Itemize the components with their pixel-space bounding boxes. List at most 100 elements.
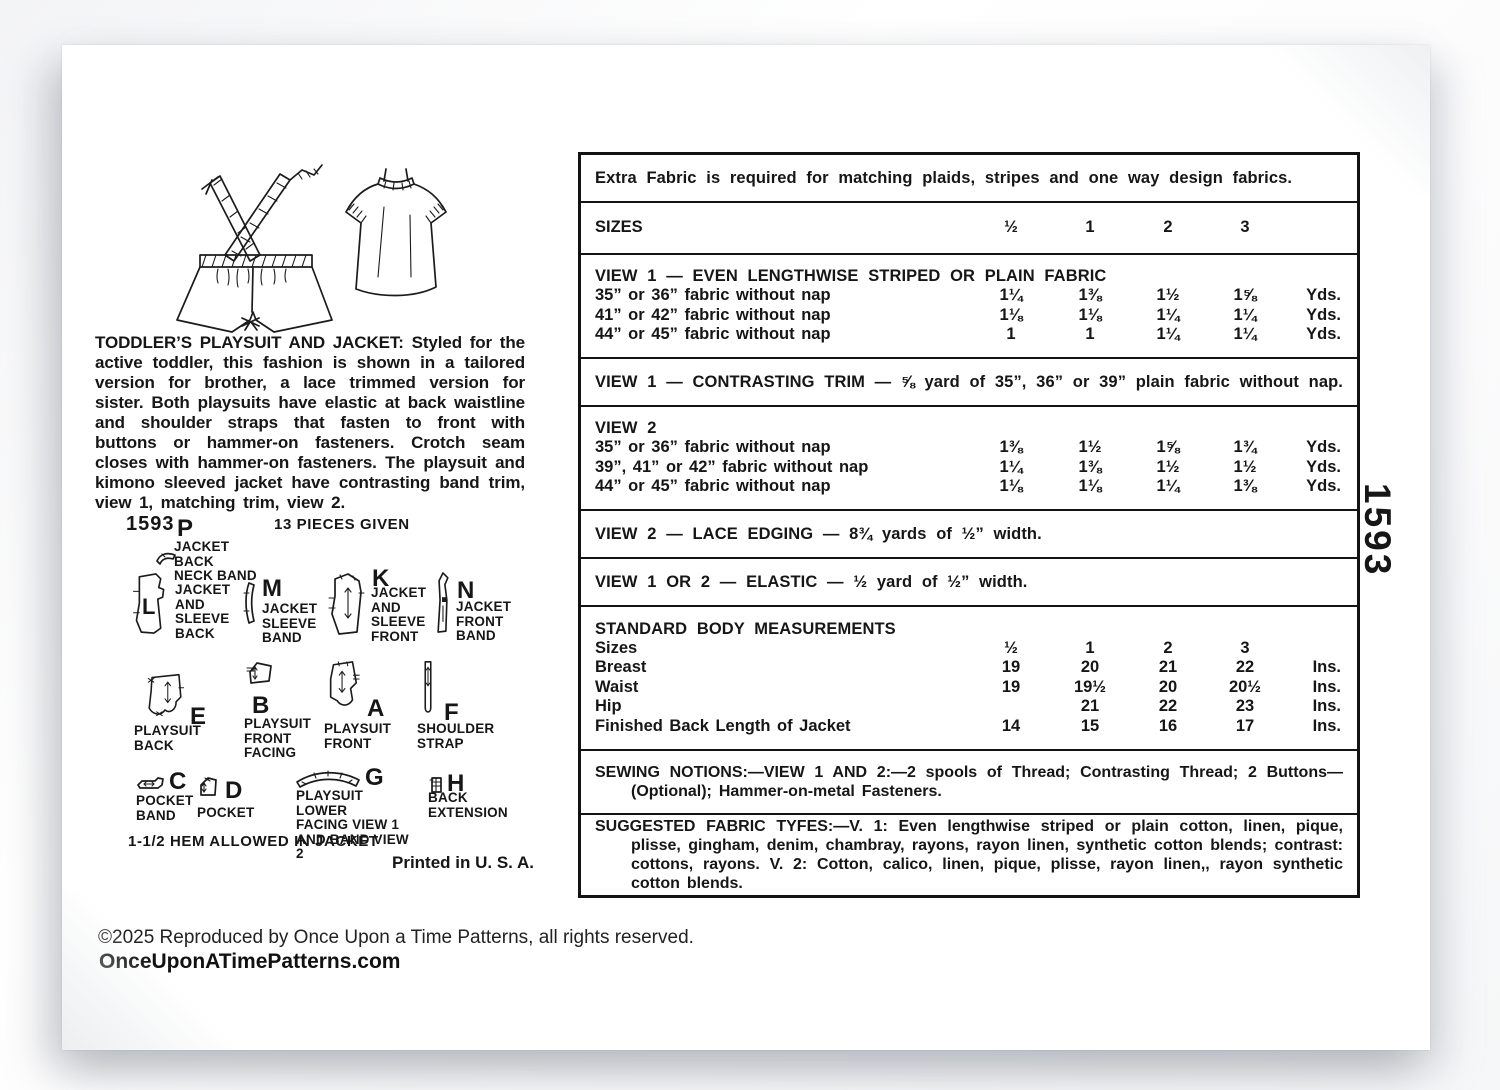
piece-letter: F [444, 699, 459, 726]
description-title: TODDLER’S PLAYSUIT AND JACKET: [95, 333, 404, 352]
row-label: 44” or 45” fabric without nap [595, 477, 831, 496]
body-measurements-section: STANDARD BODY MEASUREMENTS Sizes ½ 1 2 3… [581, 607, 1357, 751]
piece-label: SHOULDER STRAP [417, 721, 495, 751]
pattern-piece-N: N JACKET FRONT BAND [432, 569, 527, 643]
lace-edging-note: VIEW 2 — LACE EDGING — 8¾ yards of ½” wi… [595, 524, 1042, 543]
piece-N-shape-icon [437, 572, 449, 633]
row-value: 19½ [1073, 677, 1107, 696]
sizes-header-row: SIZES ½ 1 2 3 [595, 218, 1343, 238]
size-col: ½ [1004, 218, 1018, 237]
row-value: 19 [1001, 658, 1021, 677]
piece-G-shape-icon [296, 770, 360, 788]
pattern-number: 1593 [126, 513, 175, 535]
lace-edging-section: VIEW 2 — LACE EDGING — 8¾ yards of ½” wi… [581, 511, 1357, 559]
side-pattern-number: 1593 [1357, 483, 1398, 578]
row-value: 1 [1085, 638, 1095, 657]
row-label: Hip [595, 697, 622, 716]
row-value: 21 [1158, 658, 1178, 677]
row-unit: Ins. [1312, 677, 1341, 696]
table-row: Hip 21 22 23 Ins. [595, 697, 1343, 717]
size-col: 2 [1163, 218, 1173, 237]
row-value: 1⅝ [1233, 286, 1257, 305]
table-row: Breast 19 20 21 22 Ins. [595, 658, 1343, 678]
piece-label: JACKET BACK NECK BAND [174, 539, 257, 584]
row-value: 1¼ [999, 286, 1023, 305]
pattern-piece-F: F SHOULDER STRAP [417, 660, 494, 755]
row-value: 23 [1235, 697, 1255, 716]
pattern-piece-L: L JACKET AND SLEEVE BACK [132, 570, 237, 641]
playsuit-illustration [176, 164, 333, 333]
row-value: 20 [1080, 658, 1100, 677]
row-unit: Yds. [1306, 325, 1341, 344]
suggested-fabrics-section: SUGGESTED FABRIC TYFES:—V. 1: Even lengt… [581, 815, 1357, 895]
piece-letter: N [457, 577, 475, 604]
row-value: 1⅜ [1233, 477, 1257, 496]
row-value: 1½ [1078, 438, 1102, 457]
pattern-piece-C: C POCKET BAND [136, 770, 196, 825]
extra-fabric-note: Extra Fabric is required for matching pl… [595, 168, 1293, 187]
piece-A-shape-icon [329, 661, 360, 706]
piece-B-shape-icon [246, 662, 272, 684]
row-unit: Ins. [1312, 697, 1341, 716]
piece-H-shape-icon [429, 777, 442, 793]
row-value: 1¼ [999, 457, 1023, 476]
elastic-note: VIEW 1 OR 2 — ELASTIC — ½ yard of ½” wid… [595, 572, 1028, 591]
sewing-notions-note: SEWING NOTIONS:—VIEW 1 AND 2:—2 spools o… [595, 764, 1343, 800]
row-label: Waist [595, 677, 639, 696]
piece-letter: D [225, 777, 243, 804]
row-value: 20½ [1228, 677, 1262, 696]
table-row: 44” or 45” fabric without nap 1 1 1¼ 1¼ … [595, 325, 1343, 345]
row-value: 14 [1001, 716, 1021, 735]
row-value: 1¼ [1156, 477, 1180, 496]
piece-label: JACKET SLEEVE BAND [262, 601, 318, 646]
piece-label: PLAYSUIT BACK [134, 723, 202, 753]
piece-label: BACK EXTENSION [428, 790, 508, 820]
table-row: Finished Back Length of Jacket 14 15 16 … [595, 717, 1343, 737]
row-value: 2 [1163, 638, 1173, 657]
row-unit: Ins. [1312, 658, 1341, 677]
website-text: OnceUponATimePatterns.com [99, 950, 401, 973]
sewing-notions-section: SEWING NOTIONS:—VIEW 1 AND 2:—2 spools o… [581, 751, 1357, 815]
row-label: Breast [595, 658, 647, 677]
piece-letter: G [365, 764, 384, 791]
row-value: 17 [1235, 716, 1255, 735]
row-value: 1½ [1156, 286, 1180, 305]
row-value: 1⅛ [999, 305, 1023, 324]
view1-yardage-section: VIEW 1 — EVEN LENGTHWISE STRIPED OR PLAI… [581, 255, 1357, 359]
pattern-piece-B: B PLAYSUIT FRONT FACING [244, 660, 311, 760]
yardage-table: Extra Fabric is required for matching pl… [578, 152, 1360, 898]
pattern-piece-D: D POCKET [195, 770, 254, 825]
row-value: 1¼ [1233, 325, 1257, 344]
table-row: 39”, 41” or 42” fabric without nap 1¼ 1⅜… [595, 458, 1343, 478]
pattern-piece-H: H BACK EXTENSION [426, 770, 508, 825]
row-unit: Yds. [1306, 477, 1341, 496]
row-value: 3 [1240, 638, 1250, 657]
piece-M-shape-icon [243, 582, 255, 624]
row-value: 19 [1001, 677, 1021, 696]
row-label: Finished Back Length of Jacket [595, 716, 851, 735]
piece-label: JACKET AND SLEEVE BACK [175, 582, 231, 641]
description-body: Styled for the active toddler, this fash… [95, 333, 525, 512]
row-label: 41” or 42” fabric without nap [595, 305, 831, 324]
table-row: 35” or 36” fabric without nap 1⅜ 1½ 1⅝ 1… [595, 438, 1343, 458]
row-value: 1½ [1156, 457, 1180, 476]
sizes-header-section: SIZES ½ 1 2 3 [581, 203, 1357, 255]
row-value: 1½ [1233, 457, 1257, 476]
piece-label: POCKET BAND [136, 793, 194, 823]
row-label: 44” or 45” fabric without nap [595, 325, 831, 344]
row-value: 1¼ [1156, 305, 1180, 324]
pattern-instruction-page: TODDLER’S PLAYSUIT AND JACKET: Styled fo… [62, 45, 1430, 1050]
printed-in-usa-note: Printed in U. S. A. [392, 853, 534, 872]
row-value: 1 [1085, 325, 1095, 344]
size-col: 3 [1240, 218, 1250, 237]
elastic-section: VIEW 1 OR 2 — ELASTIC — ½ yard of ½” wid… [581, 559, 1357, 607]
row-value: 1⅜ [999, 438, 1023, 457]
pattern-piece-G: G PLAYSUIT LOWER FACING VIEW 1 AND BAND … [294, 764, 409, 862]
table-row: 35” or 36” fabric without nap 1¼ 1⅜ 1½ 1… [595, 286, 1343, 306]
piece-letter: H [447, 770, 465, 797]
row-label: Sizes [595, 638, 638, 657]
row-value: 21 [1080, 697, 1100, 716]
piece-L-shape-icon [133, 573, 165, 634]
row-value: 1⅝ [1156, 438, 1180, 457]
size-col: 1 [1085, 218, 1095, 237]
